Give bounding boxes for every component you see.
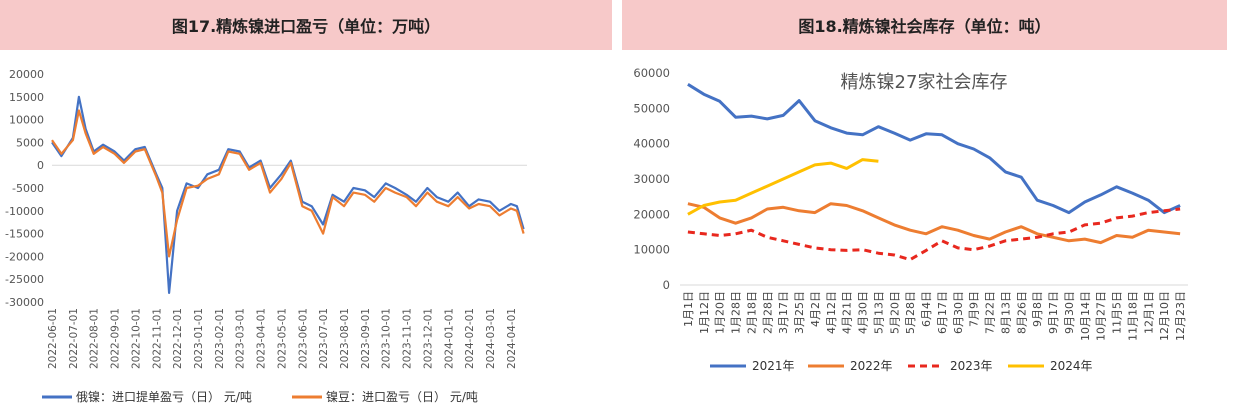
x-tick-label: 7月22日 xyxy=(984,291,997,334)
legend-label: 2024年 xyxy=(1050,359,1093,373)
x-tick-label: 3月17日 xyxy=(777,291,790,334)
y-tick-label: 10000 xyxy=(633,243,670,257)
x-tick-label: 2023-02-01 xyxy=(214,308,226,369)
x-tick-label: 6月4日 xyxy=(920,291,933,327)
x-tick-label: 2022-09-01 xyxy=(110,308,122,369)
y-tick-label: -30000 xyxy=(5,296,44,309)
y-tick-label: -5000 xyxy=(12,182,44,195)
y-tick-label: 20000 xyxy=(633,207,670,221)
x-tick-label: 2月18日 xyxy=(745,291,758,334)
x-tick-label: 4月30日 xyxy=(857,291,870,334)
x-tick-label: 2022-11-01 xyxy=(151,308,163,369)
legend-label: 2021年 xyxy=(752,359,795,373)
x-tick-label: 9月8日 xyxy=(1031,291,1044,327)
x-tick-label: 1月1日 xyxy=(682,291,695,327)
series-line-2024年 xyxy=(687,158,879,216)
x-tick-label: 2023-03-01 xyxy=(235,308,247,369)
x-tick-label: 2022-08-01 xyxy=(89,308,101,369)
y-tick-label: 10000 xyxy=(9,114,44,127)
x-tick-label: 7月9日 xyxy=(968,291,981,327)
legend-label: 俄镍：进口提单盈亏（日） 元/吨 xyxy=(76,389,252,404)
import-profit-chart: 20000 15000 10000 5000 0 -5000 -10000 -15000 -20… xyxy=(5,68,527,404)
x-tick-label: 12月10日 xyxy=(1158,291,1171,341)
y-tick-label: 0 xyxy=(663,278,670,292)
x-tick-label: 5月20日 xyxy=(888,291,901,334)
x-tick-label: 2023-07-01 xyxy=(318,308,330,369)
x-tick-label: 2023-09-01 xyxy=(360,308,372,369)
x-tick-label: 12月23日 xyxy=(1174,291,1187,341)
series-line-2022年 xyxy=(687,202,1181,245)
legend-label: 2022年 xyxy=(850,359,893,373)
y-tick-label: -20000 xyxy=(5,250,44,263)
x-tick-label: 2023-12-01 xyxy=(422,308,434,369)
series-line-russian-nickel xyxy=(51,95,525,294)
social-inventory-chart: 精炼镍27家社会库存 60000 50000 40000 30000 20000 10000… xyxy=(633,66,1188,373)
y-tick-label: -10000 xyxy=(5,205,44,218)
y-tick-label: 20000 xyxy=(9,68,44,81)
y-tick-label: 0 xyxy=(37,159,44,172)
y-tick-label: 30000 xyxy=(633,172,670,186)
x-tick-label: 2023-11-01 xyxy=(402,308,414,369)
x-tick-label: 1月28日 xyxy=(730,291,743,334)
x-tick-label: 6月17日 xyxy=(936,291,949,334)
x-tick-label: 10月27日 xyxy=(1095,291,1108,341)
y-tick-label: 60000 xyxy=(633,66,670,80)
y-tick-label: -15000 xyxy=(5,228,44,241)
x-tick-label: 2024-02-01 xyxy=(464,308,476,369)
x-tick-label: 2023-01-01 xyxy=(193,308,205,369)
chart-title: 精炼镍27家社会库存 xyxy=(841,72,1008,93)
chart-left-header: 图17.精炼镍进口盈亏（单位：万吨） xyxy=(0,0,612,50)
x-tick-label: 2月28日 xyxy=(761,291,774,334)
x-tick-label: 2023-04-01 xyxy=(256,308,268,369)
x-tick-label: 5月28日 xyxy=(904,291,917,334)
x-tick-label: 10月14日 xyxy=(1079,291,1092,341)
y-tick-label: 5000 xyxy=(16,136,44,149)
x-tick-label: 11月5日 xyxy=(1111,291,1124,334)
x-tick-label: 8月13日 xyxy=(999,291,1012,334)
x-tick-label: 4月12日 xyxy=(825,291,838,334)
series-line-2021年 xyxy=(687,83,1181,215)
chart-right-header: 图18.精炼镍社会库存（单位：吨） xyxy=(622,0,1227,50)
x-tick-label: 4月2日 xyxy=(809,291,822,327)
x-tick-label: 3月25日 xyxy=(793,291,806,334)
series-line-2023年 xyxy=(687,207,1181,262)
x-tick-label: 6月30日 xyxy=(952,291,965,334)
y-tick-label: 15000 xyxy=(9,91,44,104)
y-tick-label: 50000 xyxy=(633,101,670,115)
series-line-nickel-bean xyxy=(51,109,525,258)
x-tick-label: 2022-10-01 xyxy=(130,308,142,369)
x-tick-label: 2022-07-01 xyxy=(68,308,80,369)
legend-label: 2023年 xyxy=(950,359,993,373)
x-tick-label: 2023-10-01 xyxy=(381,308,393,369)
x-tick-label: 2022-12-01 xyxy=(172,308,184,369)
x-tick-label: 2023-08-01 xyxy=(339,308,351,369)
y-tick-label: 40000 xyxy=(633,137,670,151)
x-tick-label: 9月30日 xyxy=(1063,291,1076,334)
x-tick-label: 2024-04-01 xyxy=(506,308,518,369)
x-tick-label: 2023-05-01 xyxy=(276,308,288,369)
x-tick-label: 2023-06-01 xyxy=(297,308,309,369)
legend-label: 镍豆：进口盈亏（日） 元/吨 xyxy=(326,390,478,404)
x-tick-label: 11月18日 xyxy=(1126,291,1139,341)
y-tick-label: -25000 xyxy=(5,273,44,286)
x-tick-label: 1月12日 xyxy=(698,291,711,334)
x-tick-label: 5月13日 xyxy=(872,291,885,334)
x-tick-label: 2024-01-01 xyxy=(443,308,455,369)
x-tick-label: 4月21日 xyxy=(841,291,854,334)
x-tick-label: 8月26日 xyxy=(1015,291,1028,334)
x-tick-label: 1月20日 xyxy=(714,291,727,334)
x-tick-label: 9月17日 xyxy=(1047,291,1060,334)
x-tick-label: 2024-03-01 xyxy=(485,308,497,369)
x-tick-label: 2022-06-01 xyxy=(47,308,59,369)
x-tick-label: 12月1日 xyxy=(1142,291,1155,334)
